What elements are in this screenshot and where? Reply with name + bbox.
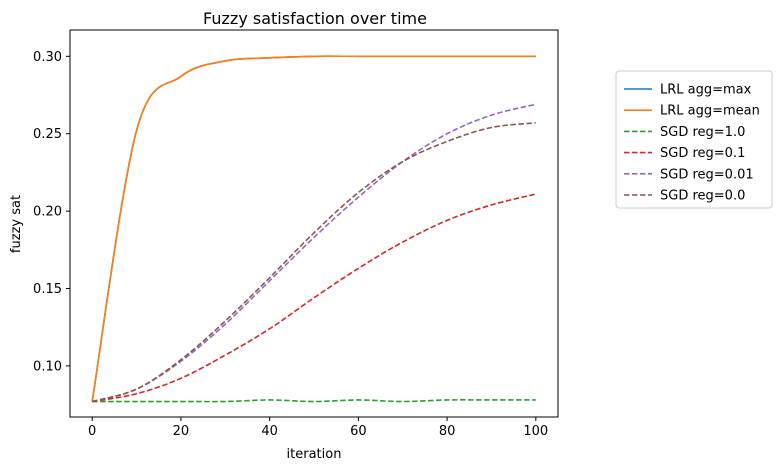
series-line-sgd-reg-0-01 (91, 103, 537, 403)
legend-label: SGD reg=0.1 (660, 146, 745, 161)
legend-label: LRL agg=mean (660, 104, 760, 119)
chart-title: Fuzzy satisfaction over time (203, 9, 427, 28)
plot-frame (69, 29, 559, 418)
x-tick-label: 40 (261, 424, 278, 439)
y-tick-label: 0.30 (33, 50, 62, 65)
y-tick-label: 0.20 (33, 205, 62, 220)
x-tick-label: 60 (350, 424, 367, 439)
x-axis-label: iteration (287, 447, 342, 462)
legend-label: SGD reg=0.0 (660, 189, 745, 204)
legend-label: SGD reg=0.01 (660, 167, 754, 182)
legend: LRL agg=max LRL agg=mean SGD reg=1.0 SGD re… (615, 70, 773, 209)
y-axis-label: fuzzy sat (9, 195, 24, 253)
x-tick-label: 80 (439, 424, 456, 439)
x-tick-label: 0 (88, 424, 96, 439)
x-axis: 0 20 40 60 80 100 (88, 417, 548, 439)
y-tick-label: 0.10 (33, 359, 62, 374)
series-line-lrl-agg-mean (91, 55, 536, 402)
y-axis: 0.10 0.15 0.20 0.25 0.30 (33, 50, 70, 374)
series-line-sgd-reg-1-0 (92, 399, 536, 403)
y-tick-label: 0.15 (33, 282, 62, 297)
legend-label: LRL agg=max (660, 83, 752, 98)
x-tick-label: 100 (523, 424, 548, 439)
series-line-sgd-reg-0-0 (91, 122, 536, 403)
plot-lines (91, 55, 537, 403)
legend-label: SGD reg=1.0 (660, 125, 745, 140)
y-tick-label: 0.25 (33, 127, 62, 142)
legend-frame (615, 70, 773, 209)
x-tick-label: 20 (173, 424, 190, 439)
